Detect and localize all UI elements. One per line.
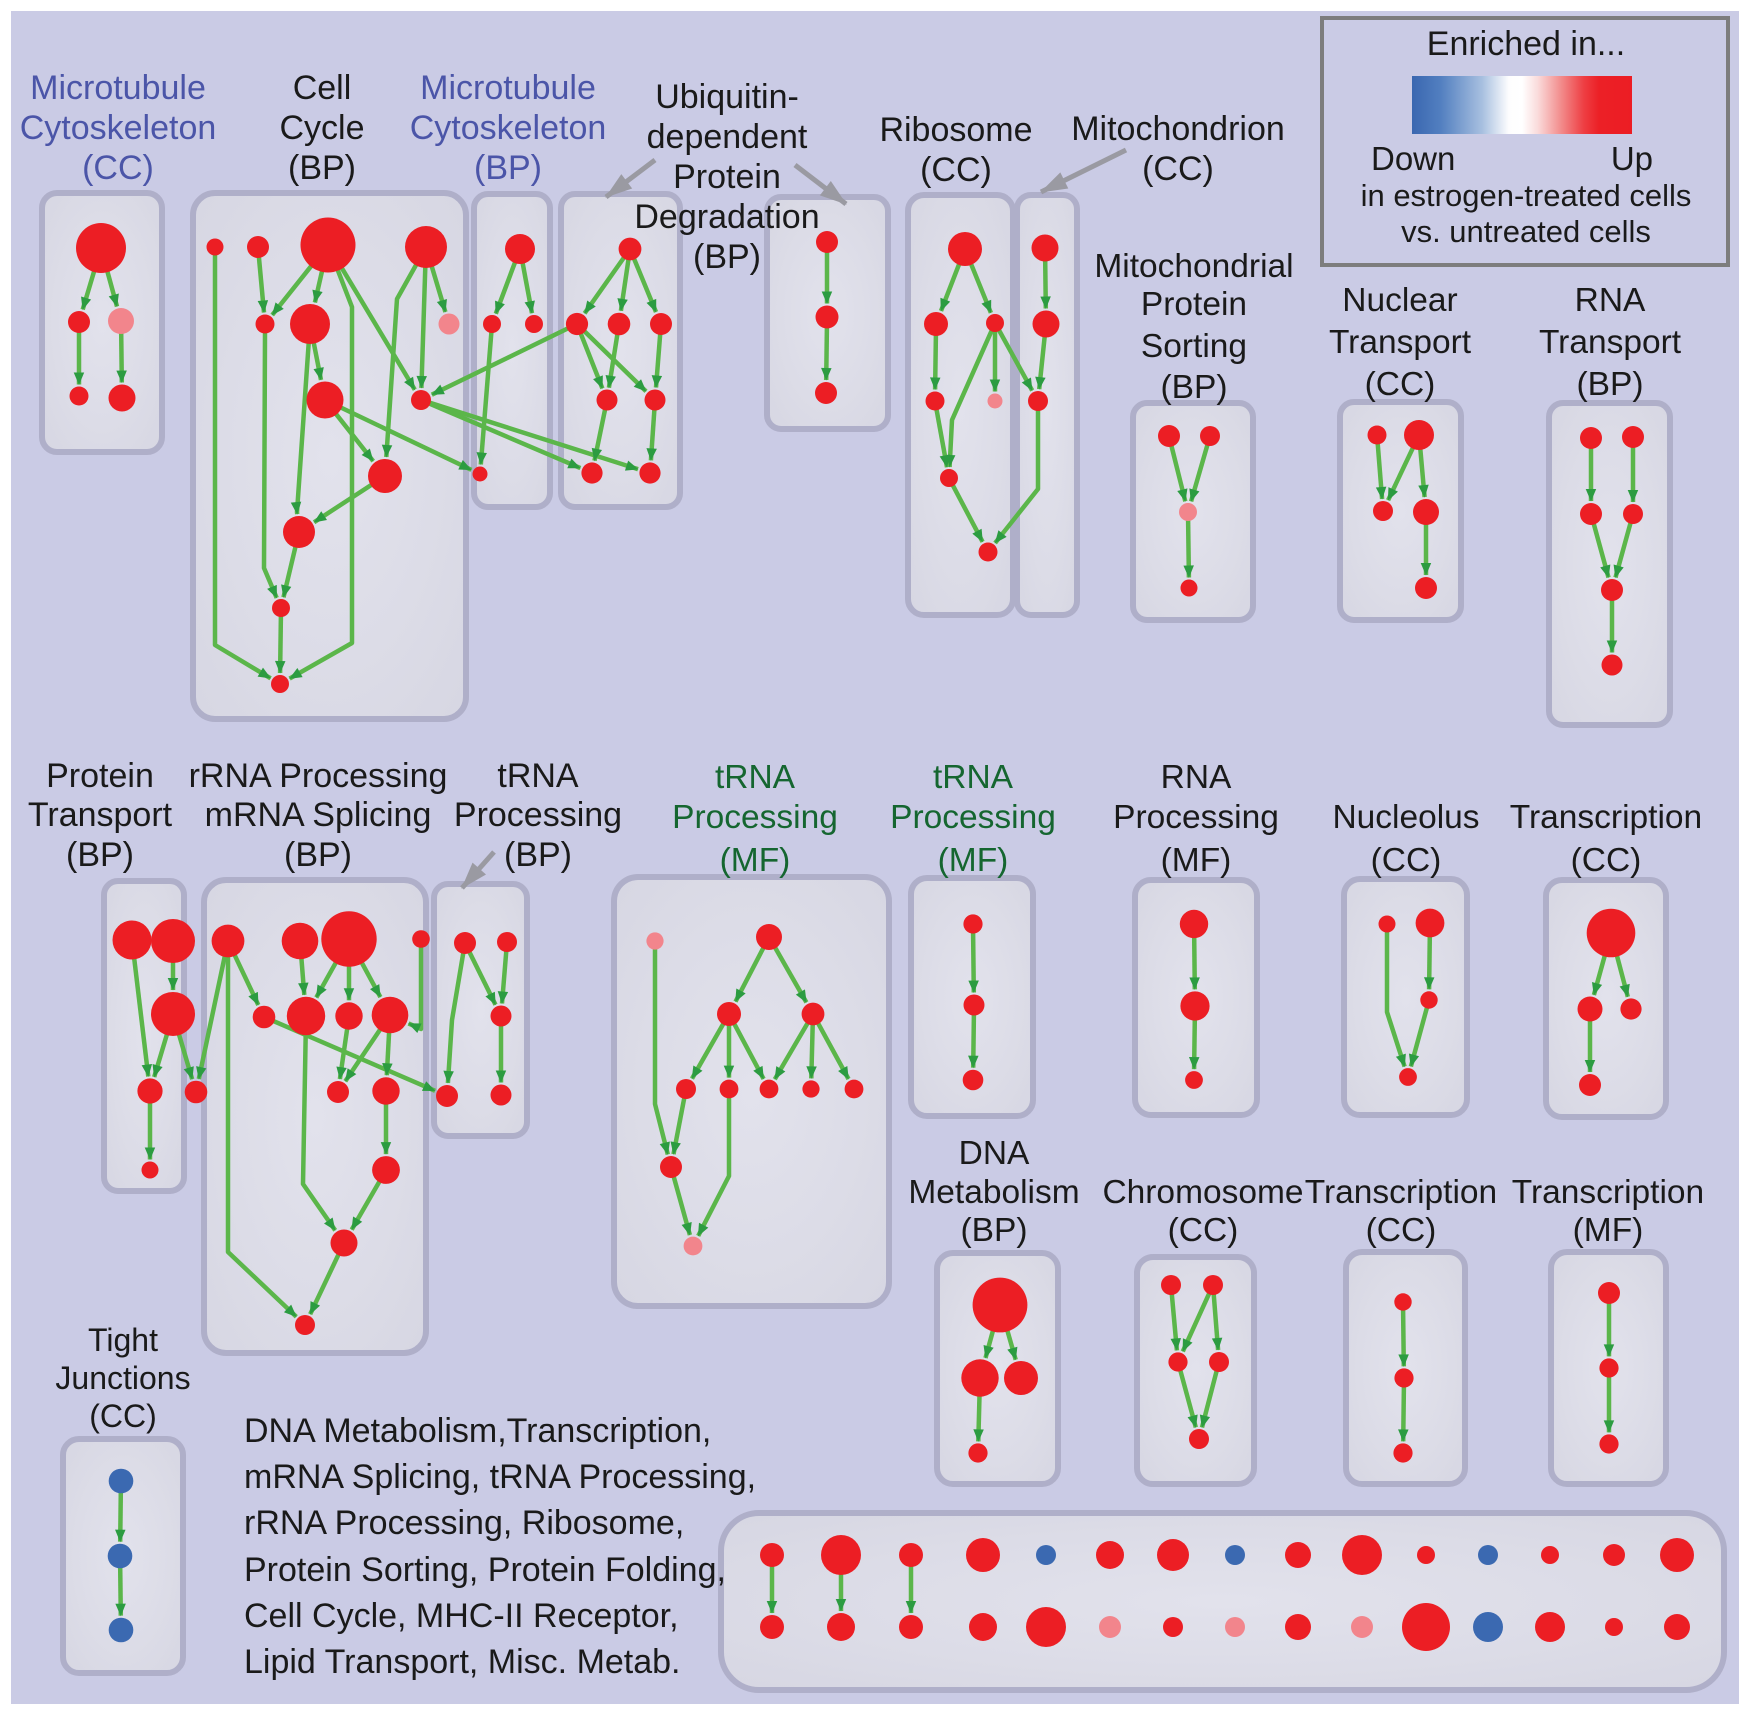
svg-text:(CC): (CC) bbox=[1365, 366, 1436, 403]
svg-text:Transcription: Transcription bbox=[1512, 1174, 1704, 1211]
svg-text:Transport: Transport bbox=[1329, 324, 1472, 361]
svg-text:Nucleolus: Nucleolus bbox=[1332, 799, 1479, 836]
svg-text:Protein: Protein bbox=[1141, 286, 1247, 323]
svg-text:(CC): (CC) bbox=[1142, 150, 1214, 188]
svg-text:Protein: Protein bbox=[46, 757, 154, 795]
svg-text:vs. untreated cells: vs. untreated cells bbox=[1401, 214, 1651, 249]
svg-text:Chromosome: Chromosome bbox=[1102, 1174, 1303, 1211]
svg-text:Down: Down bbox=[1371, 140, 1455, 177]
svg-text:Transcription: Transcription bbox=[1510, 799, 1702, 836]
svg-text:Cycle: Cycle bbox=[279, 109, 364, 147]
svg-text:in estrogen-treated cells: in estrogen-treated cells bbox=[1361, 178, 1692, 213]
svg-text:(BP): (BP) bbox=[961, 1212, 1028, 1249]
svg-text:DNA: DNA bbox=[959, 1135, 1030, 1172]
svg-text:Transport: Transport bbox=[28, 796, 173, 834]
svg-text:(BP): (BP) bbox=[693, 238, 761, 276]
svg-text:(CC): (CC) bbox=[1366, 1212, 1437, 1249]
svg-text:(BP): (BP) bbox=[504, 836, 572, 874]
svg-text:rRNA Processing, Ribosome,: rRNA Processing, Ribosome, bbox=[244, 1504, 684, 1542]
svg-text:Lipid Transport, Misc. Metab.: Lipid Transport, Misc. Metab. bbox=[244, 1643, 681, 1681]
svg-text:Processing: Processing bbox=[890, 799, 1056, 836]
svg-text:Cytoskeleton: Cytoskeleton bbox=[410, 109, 607, 147]
svg-text:Microtubule: Microtubule bbox=[30, 69, 206, 107]
svg-text:Processing: Processing bbox=[454, 796, 622, 834]
svg-text:Mitochondrion: Mitochondrion bbox=[1071, 110, 1285, 148]
svg-text:(BP): (BP) bbox=[474, 149, 542, 187]
svg-text:Protein Sorting, Protein Foldi: Protein Sorting, Protein Folding, bbox=[244, 1551, 726, 1589]
svg-text:Ubiquitin-: Ubiquitin- bbox=[655, 78, 799, 116]
svg-text:mRNA Splicing: mRNA Splicing bbox=[205, 796, 432, 834]
svg-text:(MF): (MF) bbox=[938, 842, 1009, 879]
svg-text:tRNA: tRNA bbox=[933, 759, 1014, 796]
svg-text:Processing: Processing bbox=[672, 799, 838, 836]
svg-text:RNA: RNA bbox=[1161, 759, 1232, 796]
svg-text:Ribosome: Ribosome bbox=[879, 111, 1032, 149]
svg-text:(CC): (CC) bbox=[82, 149, 154, 187]
svg-text:Metabolism: Metabolism bbox=[908, 1174, 1079, 1211]
svg-text:Microtubule: Microtubule bbox=[420, 69, 596, 107]
svg-text:Up: Up bbox=[1611, 140, 1653, 177]
svg-text:rRNA Processing: rRNA Processing bbox=[189, 757, 448, 795]
svg-text:Cell: Cell bbox=[293, 69, 352, 107]
svg-text:Junctions: Junctions bbox=[55, 1360, 190, 1396]
svg-text:(MF): (MF) bbox=[720, 842, 791, 879]
svg-text:Protein: Protein bbox=[673, 158, 781, 196]
svg-text:Transcription: Transcription bbox=[1305, 1174, 1497, 1211]
svg-text:(BP): (BP) bbox=[1161, 369, 1228, 406]
svg-text:Nuclear: Nuclear bbox=[1342, 282, 1457, 319]
svg-text:(BP): (BP) bbox=[284, 836, 352, 874]
svg-text:tRNA: tRNA bbox=[715, 759, 796, 796]
svg-text:Cytoskeleton: Cytoskeleton bbox=[20, 109, 217, 147]
svg-text:(CC): (CC) bbox=[1571, 842, 1642, 879]
svg-text:Mitochondrial: Mitochondrial bbox=[1094, 248, 1293, 285]
svg-text:Processing: Processing bbox=[1113, 799, 1279, 836]
svg-text:(CC): (CC) bbox=[920, 151, 992, 189]
svg-text:(BP): (BP) bbox=[66, 836, 134, 874]
svg-text:Degradation: Degradation bbox=[634, 198, 819, 236]
svg-text:mRNA Splicing, tRNA Processing: mRNA Splicing, tRNA Processing, bbox=[244, 1458, 756, 1496]
svg-text:dependent: dependent bbox=[647, 118, 808, 156]
svg-text:RNA: RNA bbox=[1575, 282, 1646, 319]
svg-text:Transport: Transport bbox=[1539, 324, 1682, 361]
svg-text:Enriched in...: Enriched in... bbox=[1427, 25, 1625, 63]
svg-text:(CC): (CC) bbox=[1371, 842, 1442, 879]
svg-text:(MF): (MF) bbox=[1573, 1212, 1644, 1249]
svg-text:Cell Cycle, MHC-II Receptor,: Cell Cycle, MHC-II Receptor, bbox=[244, 1597, 679, 1635]
svg-text:DNA Metabolism,Transcription,: DNA Metabolism,Transcription, bbox=[244, 1412, 711, 1450]
svg-text:(CC): (CC) bbox=[89, 1398, 157, 1434]
svg-text:(BP): (BP) bbox=[288, 149, 356, 187]
svg-text:(CC): (CC) bbox=[1168, 1212, 1239, 1249]
svg-text:(BP): (BP) bbox=[1577, 366, 1644, 403]
svg-text:Sorting: Sorting bbox=[1141, 328, 1247, 365]
svg-text:tRNA: tRNA bbox=[497, 757, 579, 795]
svg-text:Tight: Tight bbox=[88, 1322, 158, 1358]
svg-text:(MF): (MF) bbox=[1161, 842, 1232, 879]
